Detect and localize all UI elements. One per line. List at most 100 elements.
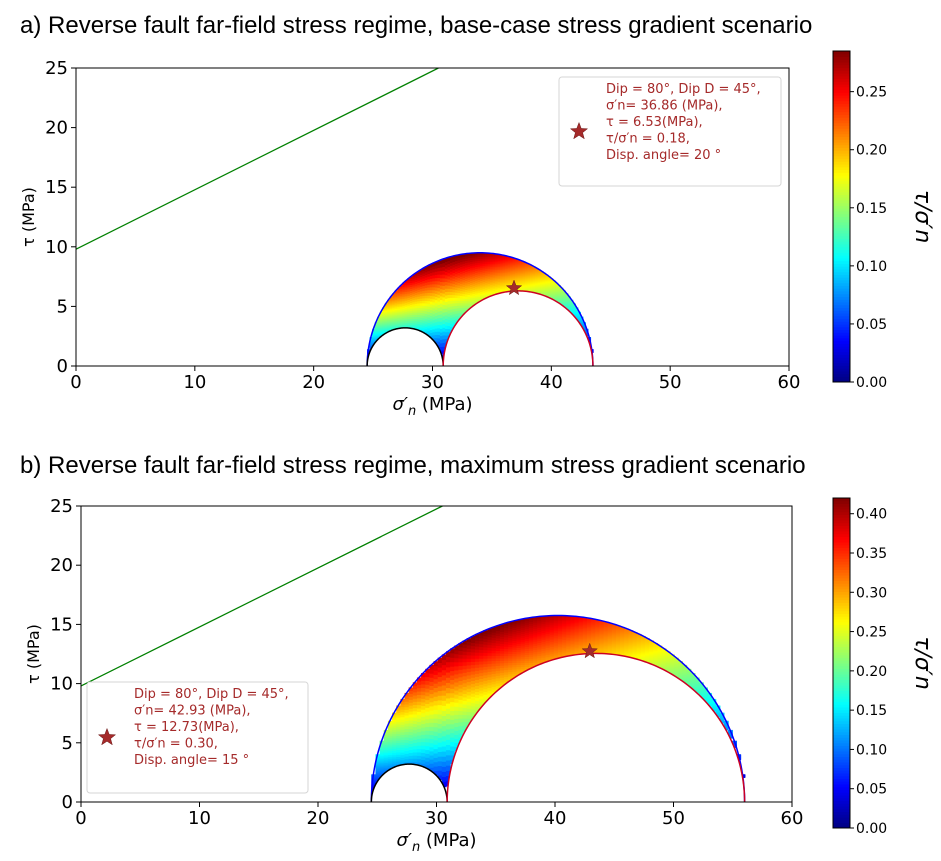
region-cell <box>429 318 433 322</box>
region-cell <box>387 305 391 308</box>
region-cell <box>591 618 596 621</box>
region-cell <box>512 261 516 264</box>
colorbar-segment <box>833 340 850 344</box>
region-cell <box>535 290 539 292</box>
region-cell <box>409 296 413 299</box>
region-cell <box>527 271 531 274</box>
region-cell <box>508 669 513 673</box>
region-cell <box>517 263 521 266</box>
colorbar-segment <box>833 75 850 80</box>
region-cell <box>505 289 509 292</box>
region-cell <box>507 275 511 278</box>
region-cell <box>442 338 446 344</box>
region-cell <box>505 271 509 274</box>
region-cell <box>497 258 501 261</box>
region-cell <box>507 257 511 260</box>
region-cell <box>482 252 486 256</box>
region-cell <box>425 757 430 762</box>
region-cell <box>678 678 683 680</box>
region-cell <box>407 299 411 302</box>
region-cell <box>464 291 469 295</box>
region-cell <box>555 296 559 298</box>
region-cell <box>397 295 401 298</box>
region-cell <box>383 734 389 738</box>
region-cell <box>419 312 423 316</box>
region-cell <box>535 276 539 279</box>
region-cell <box>450 657 455 663</box>
region-cell <box>499 681 505 685</box>
region-cell <box>414 301 418 304</box>
region-cell <box>537 646 542 649</box>
region-cell <box>408 687 414 691</box>
region-cell <box>557 301 561 304</box>
region-cell <box>459 280 464 284</box>
region-cell <box>540 285 544 288</box>
region-cell <box>487 261 491 264</box>
region-cell <box>499 653 505 657</box>
region-cell <box>530 277 534 280</box>
region-cell <box>669 671 675 673</box>
region-cell <box>495 627 501 632</box>
region-cell <box>520 287 524 290</box>
region-cell <box>545 628 551 631</box>
region-cell <box>549 653 555 656</box>
region-cell <box>462 293 466 297</box>
region-cell <box>512 666 518 670</box>
region-cell <box>444 331 449 336</box>
region-cell <box>408 755 414 759</box>
region-cell <box>653 655 659 657</box>
region-cell <box>487 690 493 694</box>
region-cell <box>462 644 468 649</box>
region-cell <box>432 319 436 324</box>
region-cell <box>462 682 468 687</box>
colorbar-segment <box>833 310 850 314</box>
region-cell <box>449 276 454 281</box>
region-cell <box>396 735 401 739</box>
region-cell <box>396 758 401 762</box>
region-cell <box>382 313 386 316</box>
colorbar-segment <box>833 89 850 93</box>
region-cell <box>472 273 476 276</box>
region-cell <box>429 263 433 268</box>
region-cell <box>530 274 534 277</box>
region-cell <box>520 643 526 647</box>
region-cell <box>578 648 584 651</box>
region-cell <box>607 632 613 635</box>
region-cell <box>665 656 671 658</box>
region-cell <box>437 310 441 315</box>
region-cell <box>407 297 411 300</box>
region-cell <box>459 264 464 268</box>
region-cell <box>611 634 617 637</box>
region-cell <box>394 291 398 294</box>
region-cell <box>462 661 468 666</box>
region-cell <box>424 269 428 273</box>
region-cell <box>404 723 410 727</box>
region-cell <box>495 261 499 264</box>
region-cell <box>532 273 536 276</box>
region-cell <box>530 278 534 281</box>
region-cell <box>649 655 654 658</box>
region-cell <box>510 259 514 262</box>
region-cell <box>553 650 559 653</box>
region-cell <box>404 296 408 300</box>
region-cell <box>383 759 389 762</box>
region-cell <box>674 671 679 674</box>
region-cell <box>404 280 408 283</box>
region-cell <box>394 293 398 296</box>
region-cell <box>470 299 474 302</box>
region-cell <box>491 652 497 656</box>
region-cell <box>500 286 504 290</box>
region-cell <box>389 320 393 323</box>
region-cell <box>417 309 421 313</box>
region-cell <box>427 284 431 288</box>
region-cell <box>439 284 443 290</box>
region-cell <box>379 317 383 320</box>
region-cell <box>454 738 460 744</box>
region-cell <box>640 641 646 644</box>
region-cell <box>495 278 499 281</box>
region-cell <box>595 632 601 635</box>
region-cell <box>427 325 431 329</box>
region-cell <box>454 273 459 277</box>
region-cell <box>603 642 609 645</box>
region-cell <box>450 728 455 734</box>
